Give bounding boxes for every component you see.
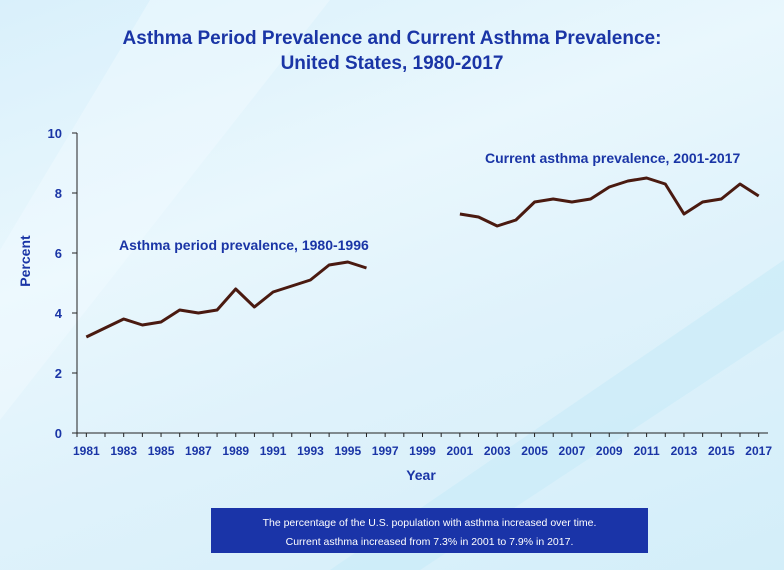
- x-tick-label: 1995: [334, 444, 361, 458]
- series-line-2: [459, 176, 760, 228]
- x-tick-label: 1985: [148, 444, 175, 458]
- x-tick-label: 1987: [185, 444, 212, 458]
- y-axis-ticks: 0 2 4 6 8 10: [48, 126, 77, 441]
- x-tick-label: 2007: [559, 444, 586, 458]
- note-line-1: The percentage of the U.S. population wi…: [262, 517, 597, 529]
- x-tick-label: 2003: [484, 444, 511, 458]
- y-tick-label: 6: [55, 246, 62, 261]
- series-line-1: [85, 260, 367, 339]
- x-tick-label: 2013: [671, 444, 698, 458]
- x-tick-label: 1997: [372, 444, 399, 458]
- x-tick-label: 1981: [73, 444, 100, 458]
- x-tick-label: 1993: [297, 444, 324, 458]
- x-tick-label: 2005: [521, 444, 548, 458]
- chart-title: Asthma Period Prevalence and Current Ast…: [0, 26, 784, 76]
- y-tick-label: 2: [55, 366, 62, 381]
- x-tick-label: 1989: [222, 444, 249, 458]
- x-tick-label: 2017: [745, 444, 772, 458]
- chart-title-line-2: United States, 1980-2017: [280, 53, 504, 74]
- x-tick-label: 2001: [446, 444, 473, 458]
- x-tick-label: 2015: [708, 444, 735, 458]
- x-tick-label: 1999: [409, 444, 436, 458]
- series-labels: Asthma period prevalence, 1980-1996 Curre…: [119, 150, 740, 253]
- note-line-2: Current asthma increased from 7.3% in 20…: [285, 536, 574, 548]
- x-axis-label: Year: [406, 467, 436, 483]
- y-tick-label: 0: [55, 426, 62, 441]
- x-tick-label: 1991: [260, 444, 287, 458]
- x-tick-label: 2009: [596, 444, 623, 458]
- y-tick-label: 10: [48, 126, 62, 141]
- x-axis-ticks: 1981 1983 1985 1987 1989 1991 1993 1995 1997 1999…: [73, 433, 772, 458]
- x-tick-label: 2011: [634, 444, 660, 458]
- chart-axes: [76, 133, 768, 434]
- y-tick-label: 4: [55, 306, 63, 321]
- y-tick-label: 8: [55, 186, 62, 201]
- x-tick-label: 1983: [110, 444, 137, 458]
- y-axis-label: Percent: [17, 235, 33, 287]
- chart-series: [85, 176, 760, 339]
- chart-title-line-1: Asthma Period Prevalence and Current Ast…: [122, 28, 662, 49]
- note-box: The percentage of the U.S. population wi…: [211, 508, 648, 553]
- series-label-2: Current asthma prevalence, 2001-2017: [485, 150, 740, 166]
- series-label-1: Asthma period prevalence, 1980-1996: [119, 237, 369, 253]
